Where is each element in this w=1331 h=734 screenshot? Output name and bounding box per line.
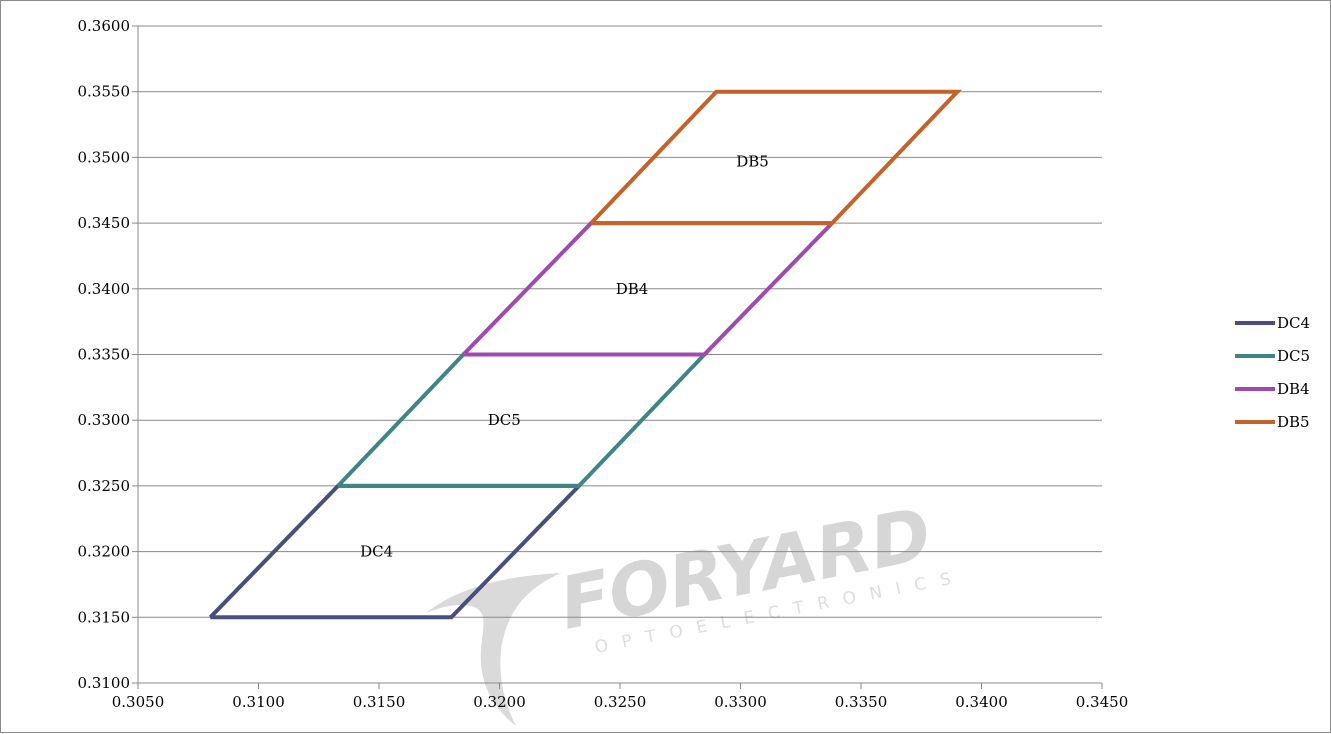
x-tick-label: 0.3200 xyxy=(473,693,526,711)
y-tick-label: 0.3300 xyxy=(78,411,131,429)
legend-label-dc4: DC4 xyxy=(1277,314,1310,332)
annotation-db4: DB4 xyxy=(616,280,649,298)
legend-label-db5: DB5 xyxy=(1277,413,1310,431)
chart-series xyxy=(208,89,963,620)
x-tick-label: 0.3350 xyxy=(835,693,888,711)
y-tick-label: 0.3550 xyxy=(78,83,131,101)
y-tick-label: 0.3450 xyxy=(78,214,131,232)
annotation-db5: DB5 xyxy=(736,152,769,170)
x-tick-label: 0.3250 xyxy=(594,693,647,711)
x-tick-label: 0.3450 xyxy=(1076,693,1129,711)
y-tick-label: 0.3250 xyxy=(78,477,131,495)
x-tick-label: 0.3100 xyxy=(232,693,285,711)
watermark-logo: FORYARD OPTOELECTRONICS xyxy=(426,492,966,726)
y-tick-label: 0.3400 xyxy=(78,280,131,298)
x-tick-label: 0.3300 xyxy=(714,693,767,711)
y-tick-label: 0.3350 xyxy=(78,346,131,364)
legend-label-db4: DB4 xyxy=(1277,380,1310,398)
chart-legend: DC4 DC5 DB4 DB5 xyxy=(1235,314,1310,431)
chart-annotations: DC4 DC5 DB4 DB5 xyxy=(360,152,769,560)
y-tick-label: 0.3200 xyxy=(78,543,131,561)
x-tick-label: 0.3400 xyxy=(955,693,1008,711)
watermark-swoosh-icon xyxy=(426,573,561,726)
annotation-dc4: DC4 xyxy=(360,543,393,561)
y-tick-label: 0.3150 xyxy=(78,608,131,626)
y-tick-label: 0.3500 xyxy=(78,148,131,166)
x-tick-label: 0.3050 xyxy=(112,693,165,711)
y-tick-label: 0.3600 xyxy=(78,17,131,35)
chart-gridlines xyxy=(138,25,1102,618)
annotation-dc5: DC5 xyxy=(488,411,521,429)
x-tick-label: 0.3150 xyxy=(353,693,406,711)
legend-label-dc5: DC5 xyxy=(1277,347,1310,365)
series-line-db5 xyxy=(589,89,963,226)
y-tick-label: 0.3100 xyxy=(78,674,131,692)
chart-axes: 0.3100 0.3150 0.3200 0.3250 0.3300 0.3350 0.34… xyxy=(78,17,1129,711)
